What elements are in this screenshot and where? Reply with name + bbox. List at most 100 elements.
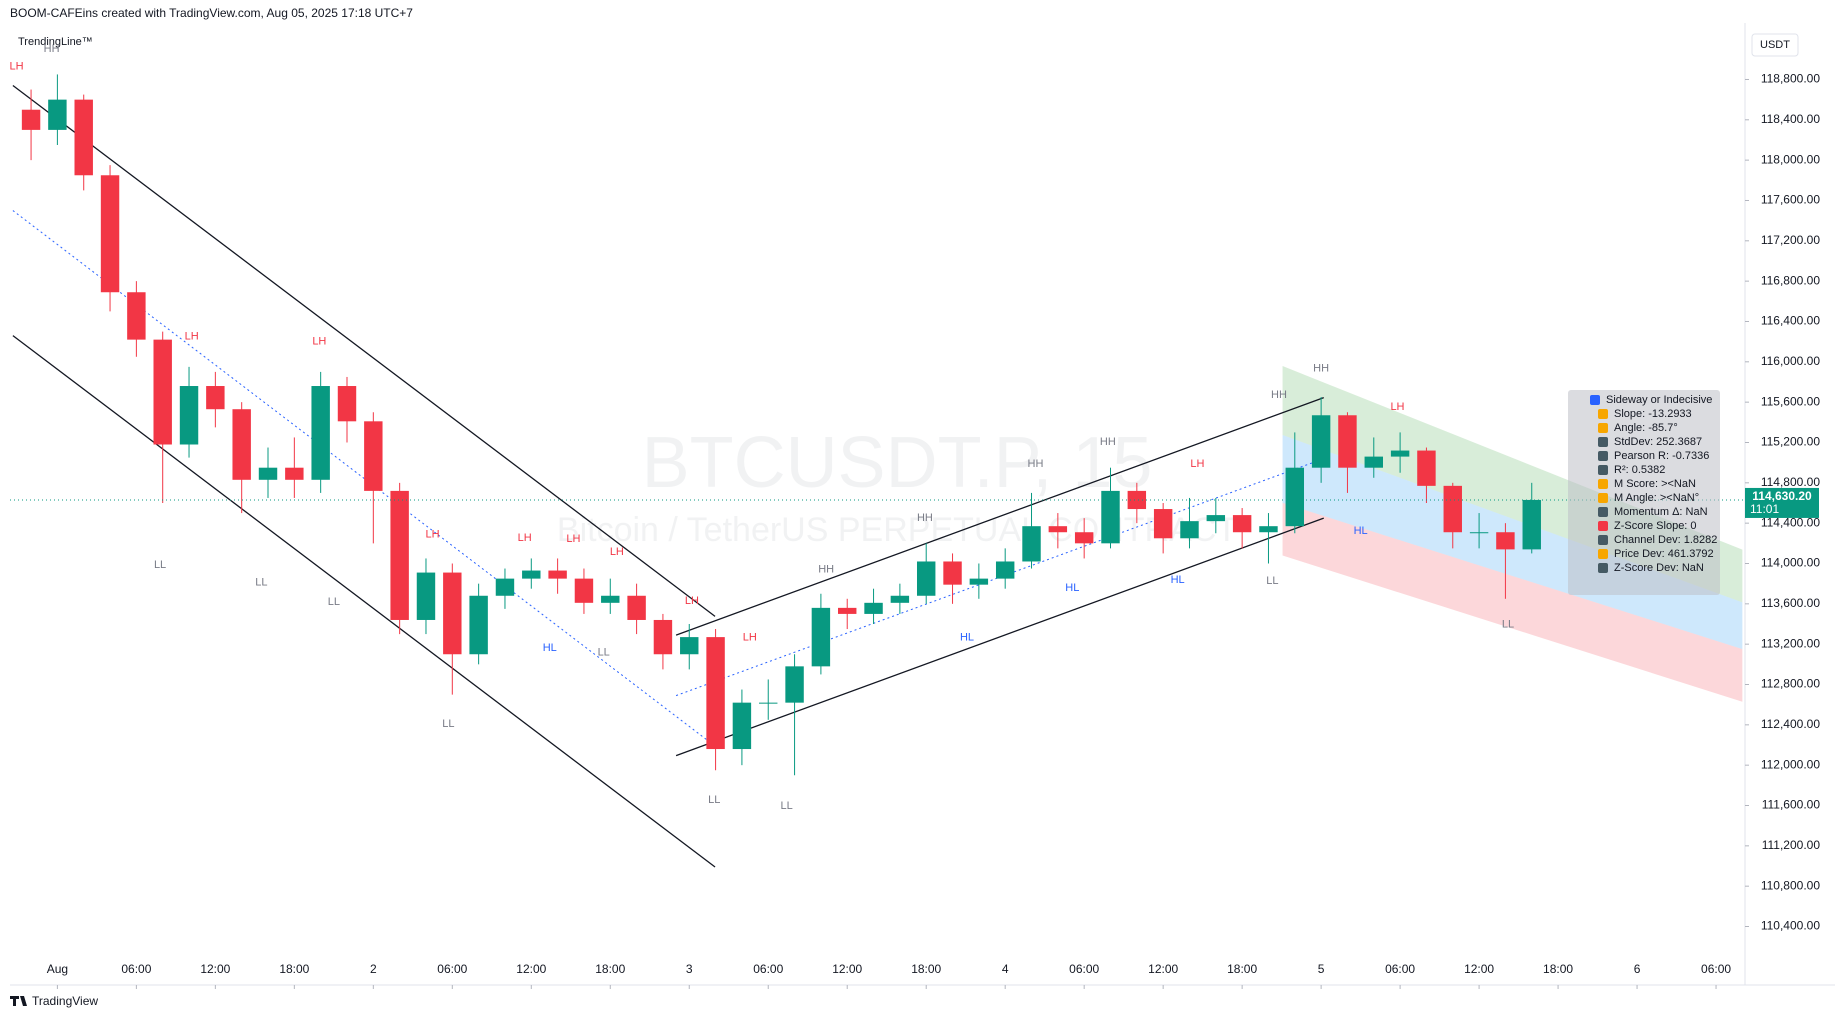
plot-area: LH HH LH LH LL LL LL LH LL LH LH LH HL LL LH LH LL LL HH HH… [10,43,1745,868]
info-line: Z-Score Slope: 0 [1614,520,1697,532]
info-icon [1598,465,1608,475]
candle-body [1496,532,1515,550]
y-tick-label: 112,400.00 [1761,717,1820,731]
swing-label: LH [1190,458,1204,470]
trend-line [675,517,1324,757]
candle-body [995,561,1015,579]
x-tick-label: 06:00 [121,962,151,976]
info-icon [1598,437,1608,447]
candle-body [759,702,778,704]
y-tick-label: 116,400.00 [1761,314,1820,328]
swing-label: HL [1065,582,1079,594]
candle-body [1338,415,1357,468]
candle-body [100,175,120,293]
candle-body [627,595,646,620]
candle-body [48,99,67,130]
swing-label: LL [255,576,267,588]
trend-line [12,335,716,868]
brand-logo [10,996,27,1006]
y-tick-label: 117,600.00 [1761,193,1820,207]
candle-body [1522,499,1541,550]
trend-line [675,397,1324,636]
candle-body [1127,490,1147,510]
info-icon [1598,521,1608,531]
candle-body [1048,526,1068,533]
brand: TradingView [32,994,98,1008]
candle-body [153,339,172,445]
candle-body [1390,450,1410,457]
candle-body [179,386,199,445]
info-line: Price Dev: 461.3792 [1614,548,1714,560]
swing-label: LL [708,794,720,806]
candle-body [1469,532,1489,534]
info-icon [1590,395,1600,405]
x-tick-label: 18:00 [1227,962,1257,976]
y-tick-label: 113,600.00 [1761,596,1820,610]
swing-label: HH [1028,458,1044,470]
candle-body [1180,521,1199,539]
x-tick-label: 12:00 [1148,962,1178,976]
swing-label: LL [598,647,610,659]
swing-label: LL [781,800,793,812]
swing-label: LH [566,533,580,545]
y-tick-label: 111,600.00 [1762,798,1821,812]
swing-label: LL [154,559,166,571]
credit: BOOM-CAFEins created with TradingView.co… [10,6,413,20]
x-tick-label: 5 [1318,962,1325,976]
x-tick-label: 12:00 [1464,962,1494,976]
candle-body [311,386,330,480]
info-line: StdDev: 252.3687 [1614,436,1702,448]
swing-label: HH [1271,389,1287,401]
candle-body [232,409,251,480]
info-line: Channel Dev: 1.8282 [1614,534,1717,546]
currency[interactable]: USDT [1760,39,1790,51]
swing-label: LH [610,546,624,558]
x-tick-label: 06:00 [1385,962,1415,976]
info-line: Momentum Δ: NaN [1614,506,1708,518]
swing-label: HH [917,512,933,524]
swing-label: LH [1390,401,1404,413]
x-tick-label: 2 [370,962,377,976]
candle-body [1259,526,1278,533]
candle-body [732,702,752,750]
y-tick-label: 118,800.00 [1761,72,1820,86]
y-tick-label: 110,800.00 [1761,878,1820,892]
swing-label: HH [44,43,60,55]
candle-body [390,490,409,620]
watermark-subtitle: Bitcoin / TetherUS PERPETUAL CONTRACT [557,511,1237,549]
y-tick-label: 114,400.00 [1761,515,1820,529]
currency-button[interactable] [1751,33,1799,57]
y-tick-label: 111,200.00 [1762,838,1821,852]
swing-label: LH [426,528,440,540]
last-price-label: 114,630.20 [1752,489,1812,503]
swing-label: LH [518,532,532,544]
candle-body [1206,515,1226,522]
swing-label: HH [1100,436,1116,448]
candle-body [890,595,910,603]
candle-body [864,602,883,614]
x-tick-label: 12:00 [832,962,862,976]
info-icon [1598,493,1608,503]
x-tick-label: 06:00 [437,962,467,976]
candle-body [785,666,804,703]
x-tick-label: 06:00 [753,962,783,976]
y-tick-label: 115,200.00 [1761,435,1820,449]
y-tick-label: 115,600.00 [1761,394,1820,408]
candle-body [574,578,594,603]
swing-label: HL [1171,574,1185,586]
swing-label: LL [328,596,340,608]
candle-body [943,561,962,585]
swing-label: LH [743,631,757,643]
y-tick-label: 112,800.00 [1761,677,1820,691]
swing-label: LL [442,718,454,730]
indicator-name: TrendingLine™ [18,36,93,48]
candle-body [416,572,436,620]
candle-body [1311,415,1331,468]
y-tick-label: 118,400.00 [1761,112,1820,126]
x-tick-label: Aug [47,962,68,976]
y-tick-label: 116,800.00 [1761,273,1820,287]
candle-body [1153,509,1173,539]
candle-body [1417,450,1436,486]
candle-body [1022,526,1041,562]
